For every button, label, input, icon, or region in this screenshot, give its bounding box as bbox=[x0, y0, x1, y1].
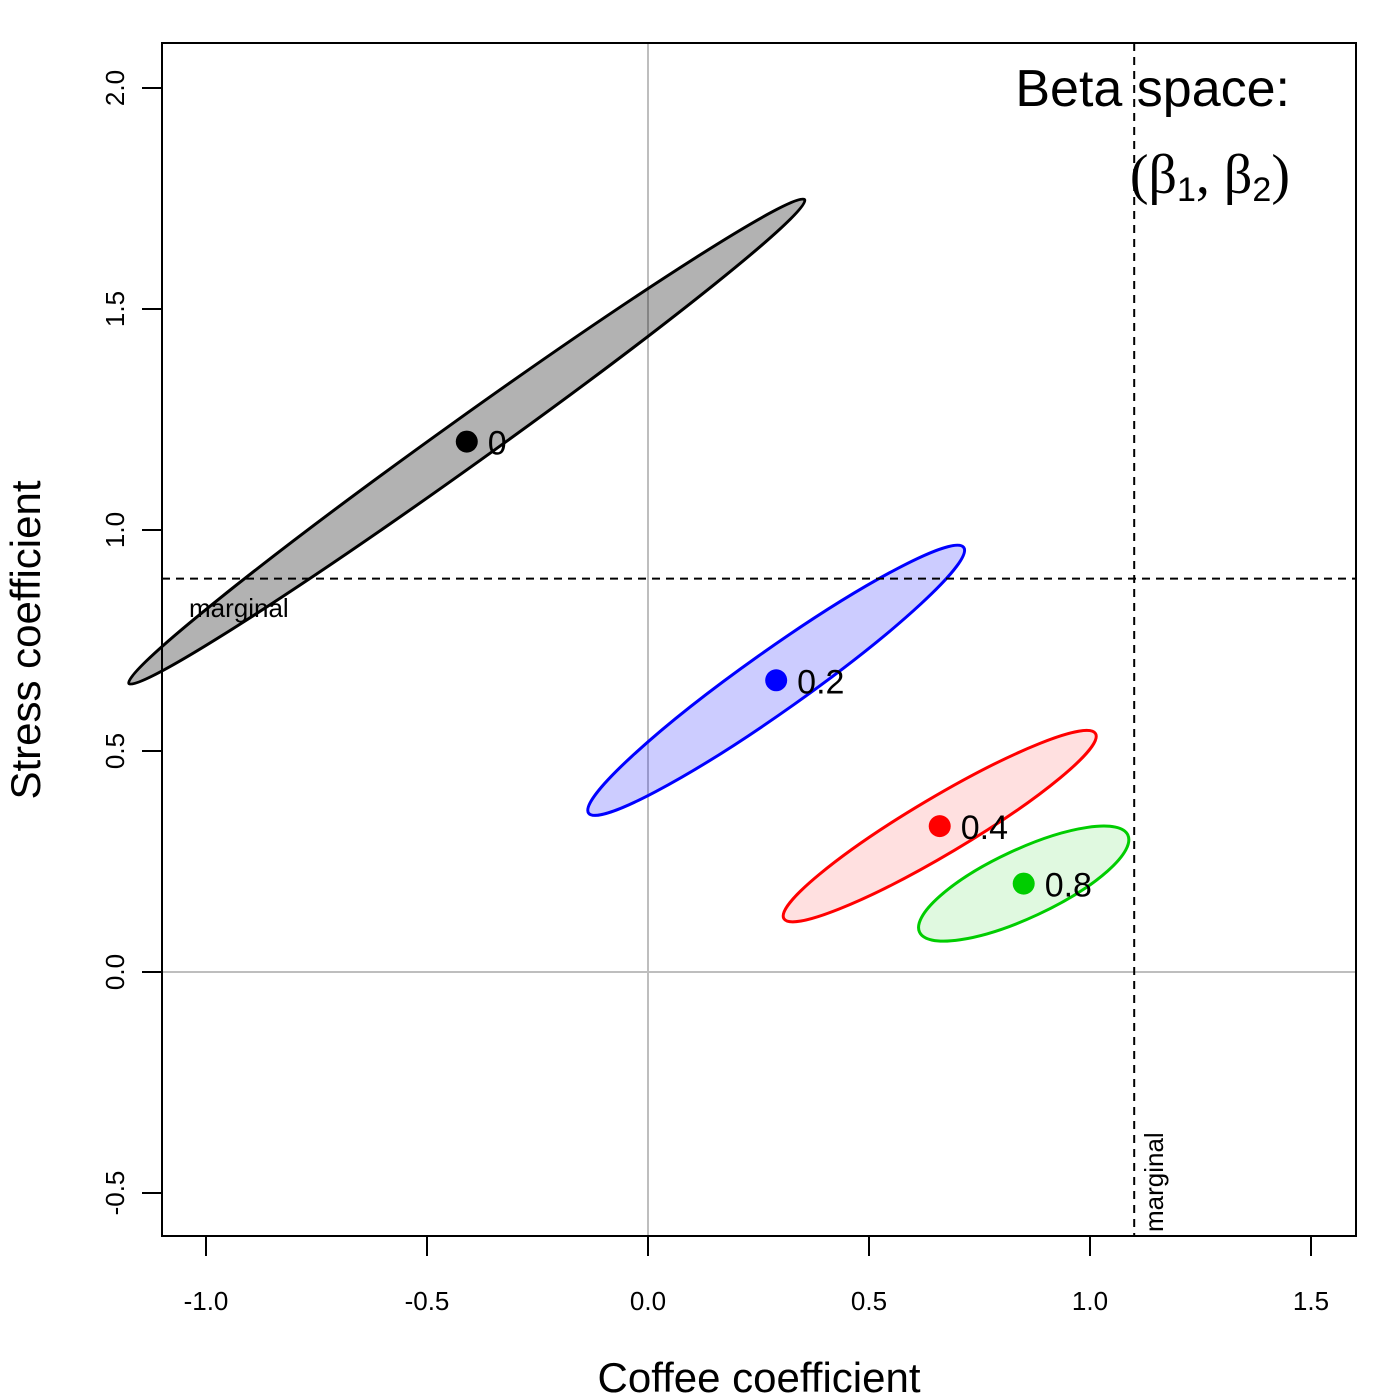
point-2 bbox=[928, 815, 951, 838]
x-tick-label: 0.0 bbox=[630, 1286, 666, 1316]
x-axis: -1.0 -0.5 0.0 0.5 1.0 1.5 bbox=[184, 1235, 1329, 1316]
point-label-0: 0 bbox=[488, 425, 507, 463]
point-label-1: 0.2 bbox=[797, 663, 844, 701]
point-3 bbox=[1012, 872, 1035, 895]
point-label-3: 0.8 bbox=[1045, 867, 1092, 905]
x-tick-label: 1.0 bbox=[1072, 1286, 1108, 1316]
chart-title-line1: Beta space: bbox=[1015, 60, 1290, 118]
x-tick-label: 1.5 bbox=[1293, 1286, 1329, 1316]
x-tick-label: -1.0 bbox=[184, 1286, 229, 1316]
y-tick-label: 1.5 bbox=[100, 291, 130, 327]
x-tick-label: -0.5 bbox=[405, 1286, 450, 1316]
y-tick-label: 1.0 bbox=[100, 512, 130, 548]
y-tick-label: 0.5 bbox=[100, 733, 130, 769]
points: 0 0.2 0.4 0.8 bbox=[455, 425, 1092, 905]
y-tick-label: 0.0 bbox=[100, 954, 130, 990]
x-axis-title: Coffee coefficient bbox=[598, 1354, 921, 1400]
marginal-vertical-label: marginal bbox=[1139, 1132, 1169, 1232]
point-0 bbox=[455, 430, 478, 453]
marginal-horizontal-label: marginal bbox=[189, 593, 289, 623]
chart-title-line2: (β1, β2) bbox=[1130, 144, 1290, 209]
y-axis-title: Stress coefficient bbox=[2, 480, 49, 799]
x-tick-label: 0.5 bbox=[851, 1286, 887, 1316]
y-tick-label: 2.0 bbox=[100, 70, 130, 106]
y-tick-label: -0.5 bbox=[100, 1171, 130, 1216]
y-axis: -0.5 0.0 0.5 1.0 1.5 2.0 bbox=[100, 70, 163, 1216]
point-1 bbox=[765, 669, 788, 692]
point-label-2: 0.4 bbox=[961, 809, 1008, 847]
